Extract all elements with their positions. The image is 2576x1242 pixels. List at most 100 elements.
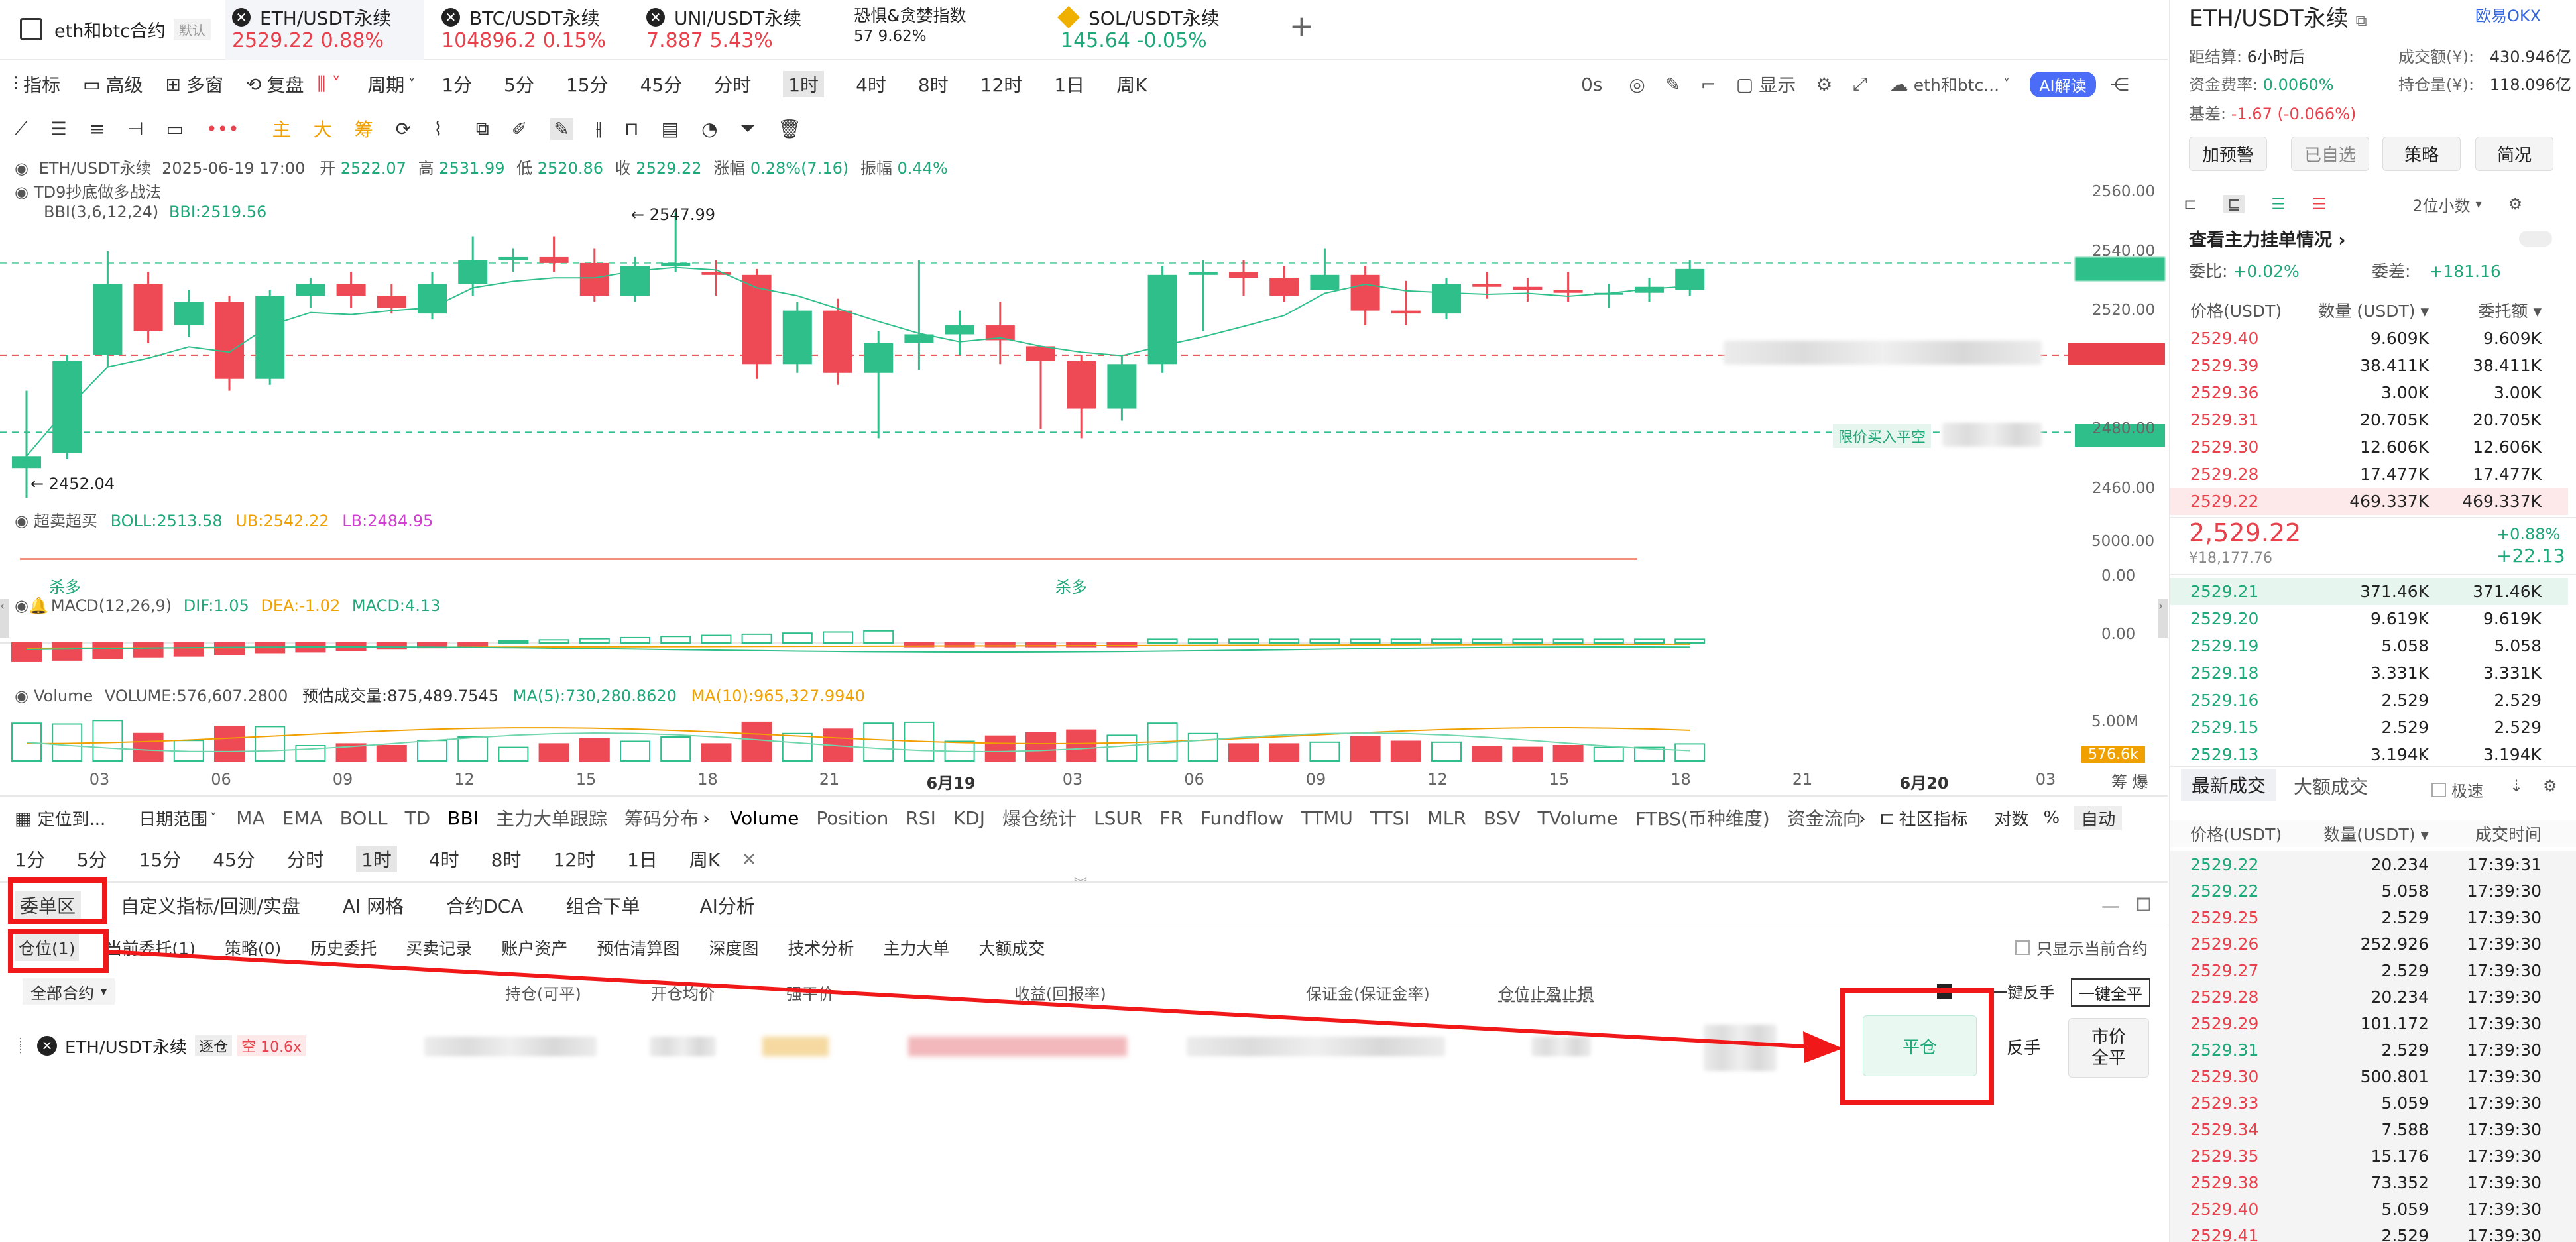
sub-indicator-11[interactable]: BSV xyxy=(1483,807,1521,829)
main-force-button[interactable]: 主 xyxy=(272,119,291,141)
candle-body[interactable] xyxy=(336,284,366,296)
interval-6[interactable]: 4时 xyxy=(428,849,459,871)
candle-body[interactable] xyxy=(904,334,934,343)
sub-indicator-4[interactable]: 爆仓统计 xyxy=(1002,808,1077,830)
candle-body[interactable] xyxy=(12,456,41,469)
panel-tab-5[interactable]: AI分析 xyxy=(699,895,755,917)
collapse-handle-icon[interactable]: ︾ xyxy=(1074,876,1087,892)
main-orders-link[interactable]: 查看主力挂单情况 › xyxy=(2189,230,2346,251)
share-icon[interactable]: ⋲ xyxy=(2110,73,2129,95)
candle-body[interactable] xyxy=(1269,278,1299,296)
visibility-eye-icon[interactable]: ◉ xyxy=(15,159,29,178)
orderbook-row[interactable]: 2529.39 38.411K 38.411K xyxy=(2170,352,2568,379)
orderbook-row[interactable]: 2529.21 371.46K 371.46K xyxy=(2170,578,2568,605)
only-current-toggle[interactable]: 只显示当前合约 xyxy=(2015,936,2148,959)
visibility-eye-icon[interactable]: ◉ xyxy=(15,687,29,705)
panel-tab-4[interactable]: 组合下单 xyxy=(565,895,640,917)
position-sub-tab-9[interactable]: 主力大单 xyxy=(883,939,950,958)
more-tool-icon[interactable]: ••• xyxy=(206,117,239,140)
tab-fear-greed[interactable]: 恐惧&贪婪指数 57 9.62% xyxy=(854,0,1046,60)
visibility-eye-icon[interactable]: ◉ xyxy=(15,596,29,615)
position-sub-tab-7[interactable]: 深度图 xyxy=(709,939,759,958)
interval-8[interactable]: 12时 xyxy=(553,849,596,871)
candle-body[interactable] xyxy=(458,260,488,284)
candlestick-chart[interactable] xyxy=(0,159,2168,504)
candle-body[interactable] xyxy=(945,325,974,335)
candle-body[interactable] xyxy=(255,296,285,379)
interval-2[interactable]: 15分 xyxy=(565,74,609,96)
sync-icon[interactable]: ⟳ xyxy=(395,117,412,140)
col-margin[interactable]: 保证金(保证金率) xyxy=(1306,985,1430,1003)
candle-body[interactable] xyxy=(1147,274,1177,365)
orderbook-row[interactable]: 2529.36 3.00K 3.00K xyxy=(2170,379,2568,406)
candle-body[interactable] xyxy=(1229,272,1258,278)
sub-indicator-9[interactable]: TTSI xyxy=(1370,807,1410,829)
candle-body[interactable] xyxy=(1391,310,1421,314)
candle-body[interactable] xyxy=(579,262,609,296)
candle-body[interactable] xyxy=(539,256,569,263)
ob-view-asks-icon[interactable]: ☰ xyxy=(2312,195,2327,213)
interval-2[interactable]: 15分 xyxy=(139,849,182,871)
settings-icon[interactable]: ⚙ xyxy=(1816,73,1833,95)
orderbook-row[interactable]: 2529.19 5.058 5.058 xyxy=(2170,632,2568,659)
candle-body[interactable] xyxy=(377,296,406,308)
candle-body[interactable] xyxy=(1350,274,1380,311)
multi-window-button[interactable]: 多窗 xyxy=(186,74,223,96)
visibility-eye-icon[interactable]: ◉ xyxy=(15,183,29,201)
interval-5[interactable]: 1时 xyxy=(783,71,825,97)
main-indicator-1[interactable]: EMA xyxy=(282,807,323,829)
interval-10[interactable]: 周K xyxy=(1116,74,1147,96)
interval-3[interactable]: 45分 xyxy=(640,74,683,96)
filter-icon[interactable]: ⏷ xyxy=(740,117,755,139)
sub-indicator-8[interactable]: TTMU xyxy=(1301,807,1353,829)
expand-icon[interactable]: ⧠ xyxy=(2136,893,2151,915)
copy-icon[interactable]: ⧉ xyxy=(475,117,489,139)
interval-5[interactable]: 1时 xyxy=(355,846,397,872)
candle-body[interactable] xyxy=(1026,346,1055,361)
hline-tool-icon[interactable]: ☰ xyxy=(50,117,67,140)
ob-view-compact-icon[interactable]: ⊑ xyxy=(2223,195,2245,213)
orderbook-row[interactable]: 2529.15 2.529 2.529 xyxy=(2170,714,2568,741)
line-tool-icon[interactable]: ⟋ xyxy=(15,117,28,139)
orderbook-row[interactable]: 2529.18 3.331K 3.331K xyxy=(2170,659,2568,687)
camera-icon[interactable]: ◎ xyxy=(1629,73,1645,95)
candle-type-icon[interactable]: ⫼ ˅ xyxy=(317,73,341,95)
position-sub-tab-4[interactable]: 买卖记录 xyxy=(406,939,473,958)
panel-tab-1[interactable]: 自定义指标/回测/实盘 xyxy=(121,895,300,917)
interval-9[interactable]: 1日 xyxy=(627,849,658,871)
main-indicator-5[interactable]: 主力大单跟踪 xyxy=(495,808,607,830)
orderbook-row[interactable]: 2529.28 17.477K 17.477K xyxy=(2170,461,2568,488)
parallel-tool-icon[interactable]: ≡ xyxy=(89,117,105,140)
candle-body[interactable] xyxy=(133,284,163,331)
position-sub-tab-10[interactable]: 大额成交 xyxy=(978,939,1045,958)
position-sub-tab-2[interactable]: 策略(0) xyxy=(224,939,282,958)
candle-body[interactable] xyxy=(1513,286,1543,290)
candle-body[interactable] xyxy=(52,361,82,453)
candle-body[interactable] xyxy=(174,302,204,326)
chevron-down-icon[interactable]: ▾ xyxy=(2533,302,2542,321)
sub-indicator-7[interactable]: Fundflow xyxy=(1200,807,1284,829)
chevron-right-icon[interactable]: › xyxy=(702,807,711,829)
watchlist-button[interactable]: 已自选 xyxy=(2291,137,2369,171)
decimals-dropdown[interactable]: 2位小数 xyxy=(2412,196,2471,215)
orderbook-row[interactable]: 2529.22 469.337K 469.337K xyxy=(2170,488,2568,515)
main-indicator-0[interactable]: MA xyxy=(236,807,265,829)
advanced-button[interactable]: 高级 xyxy=(105,74,143,96)
log-scale-button[interactable]: 对数 xyxy=(1994,809,2029,830)
interval-7[interactable]: 8时 xyxy=(917,74,949,96)
copy-icon[interactable]: ⧉ xyxy=(2355,11,2367,30)
sub-indicator-5[interactable]: LSUR xyxy=(1094,807,1143,829)
all-contracts-dropdown[interactable]: 全部合约 ▾ xyxy=(23,978,115,1005)
ob-view-both-icon[interactable]: ⊏ xyxy=(2184,195,2197,213)
percent-scale-button[interactable]: % xyxy=(2043,808,2060,828)
position-sub-tab-0[interactable]: 仓位(1) xyxy=(15,934,80,961)
collapse-left-icon[interactable]: ‹ xyxy=(0,599,9,638)
tab-group-eth-btc[interactable]: eth和btc合约 默认 xyxy=(20,15,211,44)
candle-body[interactable] xyxy=(1107,364,1137,409)
big-order-button[interactable]: 大 xyxy=(313,119,332,141)
magnet-icon[interactable]: ⌇ xyxy=(434,117,443,140)
ai-read-button[interactable]: AI解读 xyxy=(2030,71,2096,97)
orderbook-row[interactable]: 2529.13 3.194K 3.194K xyxy=(2170,741,2568,768)
pencil-icon[interactable]: ✎ xyxy=(1665,73,1681,95)
trash-icon[interactable]: 🗑 xyxy=(777,117,801,140)
